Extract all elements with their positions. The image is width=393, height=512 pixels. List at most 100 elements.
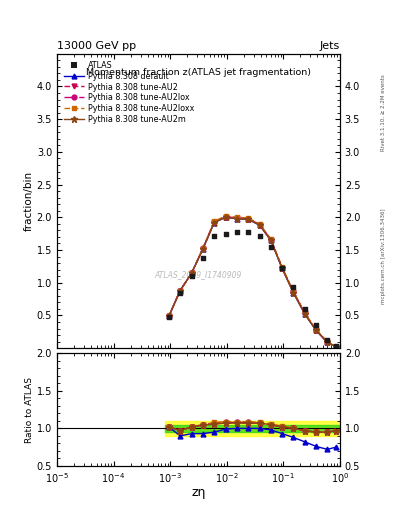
- Pythia 8.308 tune-AU2loxx: [234, 214, 239, 220]
- Legend: ATLAS, Pythia 8.308 default, Pythia 8.308 tune-AU2, Pythia 8.308 tune-AU2lox, Py: ATLAS, Pythia 8.308 default, Pythia 8.30…: [61, 58, 198, 127]
- Pythia 8.308 tune-AU2: [325, 339, 330, 345]
- Pythia 8.308 tune-AU2m: [314, 328, 318, 334]
- ATLAS: [290, 283, 296, 291]
- Pythia 8.308 tune-AU2lox: [200, 245, 205, 251]
- Pythia 8.308 tune-AU2m: [178, 288, 182, 294]
- Pythia 8.308 tune-AU2m: [325, 339, 330, 345]
- Pythia 8.308 tune-AU2loxx: [257, 221, 262, 227]
- Pythia 8.308 tune-AU2loxx: [280, 264, 285, 270]
- Pythia 8.308 tune-AU2m: [223, 214, 228, 220]
- Pythia 8.308 tune-AU2m: [200, 246, 205, 252]
- Line: Pythia 8.308 tune-AU2lox: Pythia 8.308 tune-AU2lox: [167, 214, 338, 349]
- ATLAS: [302, 305, 308, 313]
- Text: mcplots.cern.ch [arXiv:1306.3436]: mcplots.cern.ch [arXiv:1306.3436]: [381, 208, 386, 304]
- Pythia 8.308 tune-AU2lox: [268, 237, 273, 243]
- Pythia 8.308 tune-AU2lox: [189, 270, 194, 276]
- Pythia 8.308 tune-AU2: [291, 289, 296, 295]
- Y-axis label: fraction/bin: fraction/bin: [24, 171, 34, 231]
- Pythia 8.308 tune-AU2loxx: [246, 215, 251, 221]
- Pythia 8.308 default: [167, 313, 171, 319]
- Pythia 8.308 default: [334, 344, 338, 350]
- Pythia 8.308 tune-AU2loxx: [178, 288, 182, 294]
- Text: Momentum fraction z(ATLAS jet fragmentation): Momentum fraction z(ATLAS jet fragmentat…: [86, 69, 311, 77]
- ATLAS: [268, 243, 274, 251]
- Pythia 8.308 tune-AU2loxx: [167, 313, 171, 319]
- Pythia 8.308 tune-AU2: [189, 270, 194, 276]
- Line: Pythia 8.308 default: Pythia 8.308 default: [167, 215, 338, 349]
- Pythia 8.308 default: [257, 222, 262, 228]
- Pythia 8.308 default: [325, 339, 330, 345]
- ATLAS: [256, 231, 263, 240]
- Pythia 8.308 tune-AU2: [334, 344, 338, 350]
- Pythia 8.308 tune-AU2: [212, 219, 217, 225]
- ATLAS: [189, 272, 195, 280]
- Pythia 8.308 tune-AU2lox: [212, 219, 217, 225]
- Pythia 8.308 tune-AU2lox: [303, 310, 307, 316]
- Text: Rivet 3.1.10, ≥ 2.2M events: Rivet 3.1.10, ≥ 2.2M events: [381, 74, 386, 151]
- Pythia 8.308 default: [291, 289, 296, 295]
- Pythia 8.308 tune-AU2lox: [280, 265, 285, 271]
- Pythia 8.308 tune-AU2m: [189, 270, 194, 276]
- Pythia 8.308 tune-AU2m: [291, 289, 296, 295]
- Pythia 8.308 tune-AU2: [200, 246, 205, 252]
- Pythia 8.308 default: [314, 328, 318, 334]
- Pythia 8.308 default: [178, 288, 182, 294]
- ATLAS: [313, 321, 319, 329]
- ATLAS: [245, 228, 252, 236]
- Pythia 8.308 tune-AU2lox: [257, 221, 262, 227]
- Pythia 8.308 tune-AU2loxx: [291, 288, 296, 294]
- Pythia 8.308 tune-AU2: [303, 310, 307, 316]
- Pythia 8.308 tune-AU2: [257, 221, 262, 227]
- Text: ATLAS_2019_I1740909: ATLAS_2019_I1740909: [155, 270, 242, 279]
- Pythia 8.308 tune-AU2m: [280, 265, 285, 271]
- Pythia 8.308 tune-AU2m: [212, 220, 217, 226]
- Pythia 8.308 tune-AU2m: [257, 222, 262, 228]
- Line: Pythia 8.308 tune-AU2: Pythia 8.308 tune-AU2: [167, 214, 338, 349]
- Pythia 8.308 tune-AU2lox: [291, 289, 296, 295]
- ATLAS: [211, 231, 217, 240]
- Pythia 8.308 tune-AU2: [280, 265, 285, 271]
- Pythia 8.308 tune-AU2loxx: [212, 218, 217, 224]
- Pythia 8.308 default: [268, 237, 273, 243]
- ATLAS: [333, 342, 339, 350]
- Pythia 8.308 tune-AU2loxx: [314, 327, 318, 333]
- Pythia 8.308 tune-AU2loxx: [223, 213, 228, 219]
- Pythia 8.308 tune-AU2: [223, 214, 228, 220]
- Pythia 8.308 tune-AU2: [167, 313, 171, 319]
- Pythia 8.308 tune-AU2loxx: [334, 344, 338, 350]
- Pythia 8.308 tune-AU2lox: [223, 214, 228, 220]
- Pythia 8.308 tune-AU2lox: [246, 216, 251, 222]
- Pythia 8.308 tune-AU2loxx: [268, 236, 273, 242]
- Pythia 8.308 tune-AU2lox: [325, 339, 330, 345]
- ATLAS: [279, 264, 285, 272]
- Y-axis label: Ratio to ATLAS: Ratio to ATLAS: [25, 377, 34, 442]
- Pythia 8.308 default: [246, 216, 251, 222]
- Pythia 8.308 default: [303, 311, 307, 317]
- Pythia 8.308 tune-AU2m: [246, 216, 251, 222]
- Pythia 8.308 default: [189, 270, 194, 276]
- ATLAS: [324, 336, 331, 345]
- Pythia 8.308 tune-AU2loxx: [189, 270, 194, 276]
- ATLAS: [166, 313, 172, 321]
- Pythia 8.308 tune-AU2m: [334, 344, 338, 350]
- Pythia 8.308 tune-AU2m: [234, 216, 239, 222]
- Text: 13000 GeV pp: 13000 GeV pp: [57, 41, 136, 51]
- Pythia 8.308 tune-AU2lox: [178, 288, 182, 294]
- Pythia 8.308 tune-AU2: [178, 288, 182, 294]
- Pythia 8.308 tune-AU2: [246, 216, 251, 222]
- Pythia 8.308 tune-AU2: [314, 328, 318, 334]
- Pythia 8.308 tune-AU2lox: [234, 215, 239, 221]
- Pythia 8.308 tune-AU2lox: [314, 328, 318, 334]
- ATLAS: [233, 228, 240, 236]
- Pythia 8.308 tune-AU2: [234, 215, 239, 221]
- Pythia 8.308 tune-AU2loxx: [325, 338, 330, 345]
- Pythia 8.308 tune-AU2loxx: [200, 245, 205, 251]
- Pythia 8.308 tune-AU2m: [268, 237, 273, 243]
- Pythia 8.308 tune-AU2m: [167, 313, 171, 319]
- Pythia 8.308 tune-AU2lox: [334, 344, 338, 350]
- Pythia 8.308 default: [223, 214, 228, 220]
- Pythia 8.308 tune-AU2loxx: [303, 310, 307, 316]
- ATLAS: [222, 229, 229, 238]
- ATLAS: [177, 288, 183, 296]
- ATLAS: [200, 254, 206, 262]
